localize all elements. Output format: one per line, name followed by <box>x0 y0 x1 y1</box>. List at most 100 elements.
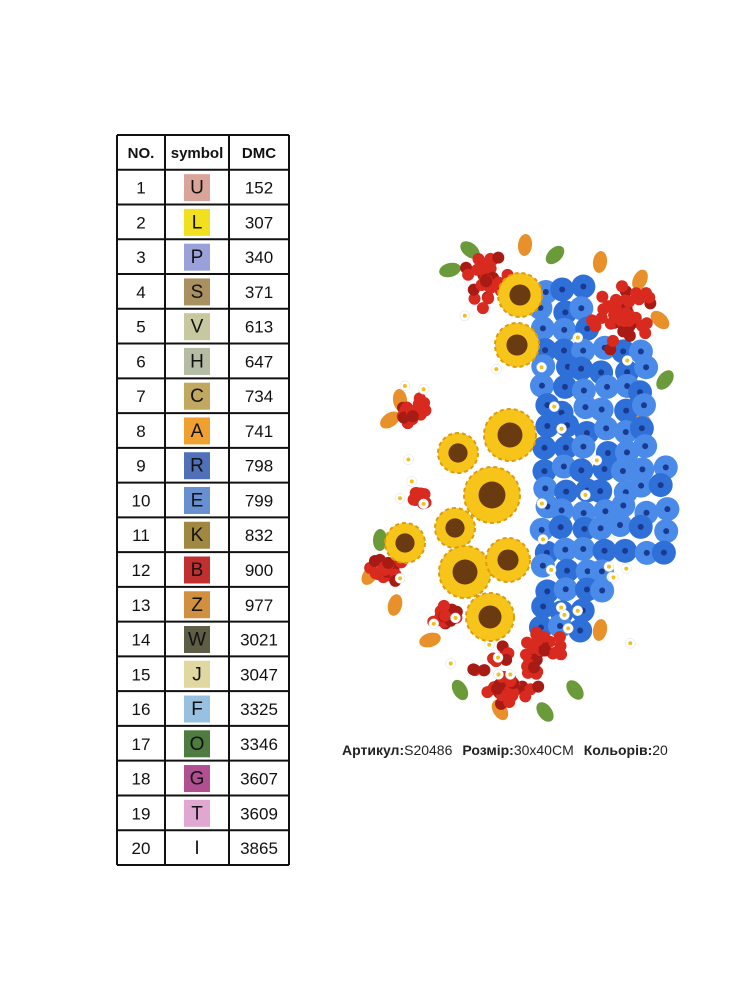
dmc-code: 613 <box>245 318 273 337</box>
sunflower-center <box>478 605 502 629</box>
berry <box>595 311 608 324</box>
berry <box>413 392 426 405</box>
daisy-center <box>559 605 564 610</box>
cornflower-center <box>561 347 568 354</box>
sunflower-center <box>497 549 519 571</box>
cornflower-center <box>578 467 585 474</box>
cornflower-center <box>623 449 630 456</box>
daisy-center <box>421 501 426 506</box>
sunflower-center <box>445 518 465 538</box>
berry <box>531 634 544 647</box>
berry <box>492 251 505 264</box>
berry <box>467 663 480 676</box>
cornflower-center <box>642 443 649 450</box>
daisy-center <box>431 621 436 626</box>
cornflower-center <box>583 429 590 436</box>
cornflower-center <box>637 523 644 530</box>
cornflower-center <box>622 429 629 436</box>
symbol-letter: V <box>191 317 204 338</box>
cornflower-center <box>538 382 545 389</box>
row-number: 11 <box>132 526 150 545</box>
berry <box>549 646 562 659</box>
berry <box>468 292 481 305</box>
caption-value: 20 <box>652 742 668 758</box>
daisy-center <box>562 612 567 617</box>
berry <box>471 263 484 276</box>
dmc-code: 977 <box>245 596 273 615</box>
berry <box>503 696 516 709</box>
berry <box>476 302 489 315</box>
cornflower-center <box>643 549 650 556</box>
berry <box>462 268 475 281</box>
symbol-swatch <box>184 556 210 584</box>
cornflower-center <box>604 449 611 456</box>
cornflower-center <box>580 545 587 552</box>
cornflower-center <box>662 464 669 471</box>
symbol-letter: I <box>194 838 199 859</box>
caption-label: Розмір: <box>462 742 513 758</box>
daisy-center <box>406 457 411 462</box>
berry <box>482 292 495 305</box>
leaf <box>650 310 670 330</box>
symbol-swatch <box>184 486 210 514</box>
dmc-code: 3609 <box>240 804 278 823</box>
cornflower-center <box>604 383 611 390</box>
row-number: 8 <box>136 422 145 441</box>
dmc-code: 3346 <box>240 735 278 754</box>
cornflower-center <box>624 382 631 389</box>
row-number: 18 <box>132 770 151 789</box>
dmc-code: 647 <box>245 352 273 371</box>
row-number: 10 <box>132 491 151 510</box>
symbol-letter: R <box>190 456 204 477</box>
cornflower-center <box>562 586 569 593</box>
cornflower-center <box>580 509 587 516</box>
daisy-center <box>539 501 544 506</box>
row-number: 2 <box>136 213 145 232</box>
cornflower-center <box>599 587 606 594</box>
cornflower-center <box>580 283 587 290</box>
column-header: symbol <box>171 145 224 162</box>
row-number: 6 <box>136 352 145 371</box>
symbol-swatch <box>184 695 210 723</box>
cornflower-center <box>640 402 647 409</box>
cornflower-center <box>623 407 630 414</box>
daisy-center <box>552 404 557 409</box>
daisy-center <box>606 564 611 569</box>
caption: Артикул:S20486 Розмір:30x40CM Кольорів:20 <box>342 742 668 758</box>
berry <box>407 493 420 506</box>
column-header: NO. <box>128 145 155 162</box>
berry <box>618 315 631 328</box>
dmc-code: 340 <box>245 248 273 267</box>
symbol-letter: K <box>191 525 204 546</box>
cornflower-center <box>562 444 569 451</box>
daisy-center <box>575 335 580 340</box>
cornflower-center <box>562 546 569 553</box>
symbol-swatch <box>184 799 210 827</box>
cornflower-center <box>602 508 609 515</box>
daisy-center <box>398 496 403 501</box>
cornflower-center <box>560 463 567 470</box>
cornflower-center <box>544 588 551 595</box>
row-number: 20 <box>132 839 151 858</box>
symbol-swatch <box>184 834 210 862</box>
symbol-swatch <box>184 591 210 619</box>
cornflower-center <box>557 524 564 531</box>
cornflower-center <box>564 567 571 574</box>
cornflower-center <box>663 528 670 535</box>
sunflower-center <box>478 481 506 509</box>
symbol-swatch <box>184 521 210 549</box>
symbol-letter: E <box>191 490 204 511</box>
berry <box>596 290 609 303</box>
symbol-swatch <box>184 382 210 410</box>
berry <box>382 556 395 569</box>
dmc-code: 832 <box>245 526 273 545</box>
cornflower-center <box>540 603 547 610</box>
daisy-center <box>539 365 544 370</box>
cornflower-center <box>637 348 644 355</box>
cornflower-center <box>542 347 549 354</box>
dmc-code: 307 <box>245 213 273 232</box>
cornflower-center <box>577 627 584 634</box>
berry <box>406 410 419 423</box>
cornflower-center <box>622 547 629 554</box>
